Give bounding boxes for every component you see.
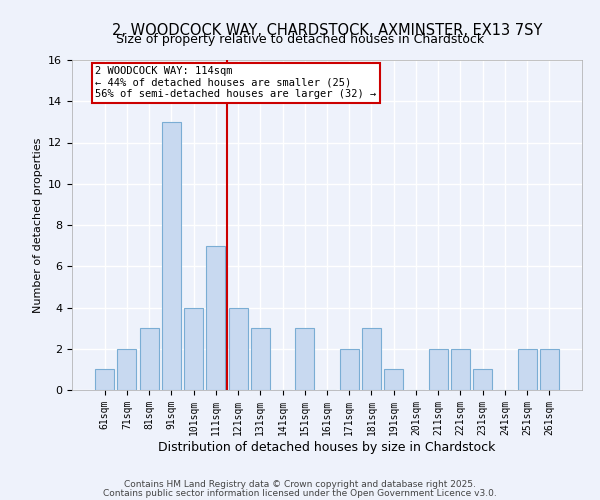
Bar — [95, 370, 114, 390]
X-axis label: Distribution of detached houses by size in Chardstock: Distribution of detached houses by size … — [158, 440, 496, 454]
Bar — [384, 370, 403, 390]
Text: Contains HM Land Registry data © Crown copyright and database right 2025.: Contains HM Land Registry data © Crown c… — [124, 480, 476, 489]
Y-axis label: Number of detached properties: Number of detached properties — [32, 138, 43, 312]
Text: Contains public sector information licensed under the Open Government Licence v3: Contains public sector information licen… — [103, 488, 497, 498]
Bar — [451, 349, 470, 390]
Bar — [518, 349, 536, 390]
Bar — [540, 349, 559, 390]
Text: Size of property relative to detached houses in Chardstock: Size of property relative to detached ho… — [116, 32, 484, 46]
Bar — [118, 349, 136, 390]
Bar — [473, 370, 492, 390]
Bar — [206, 246, 225, 390]
Bar — [162, 122, 181, 390]
Bar — [184, 308, 203, 390]
Bar — [229, 308, 248, 390]
Bar — [362, 328, 381, 390]
Bar — [429, 349, 448, 390]
Bar — [340, 349, 359, 390]
Text: 2 WOODCOCK WAY: 114sqm
← 44% of detached houses are smaller (25)
56% of semi-det: 2 WOODCOCK WAY: 114sqm ← 44% of detached… — [95, 66, 377, 100]
Bar — [295, 328, 314, 390]
Bar — [140, 328, 158, 390]
Title: 2, WOODCOCK WAY, CHARDSTOCK, AXMINSTER, EX13 7SY: 2, WOODCOCK WAY, CHARDSTOCK, AXMINSTER, … — [112, 23, 542, 38]
Bar — [251, 328, 270, 390]
